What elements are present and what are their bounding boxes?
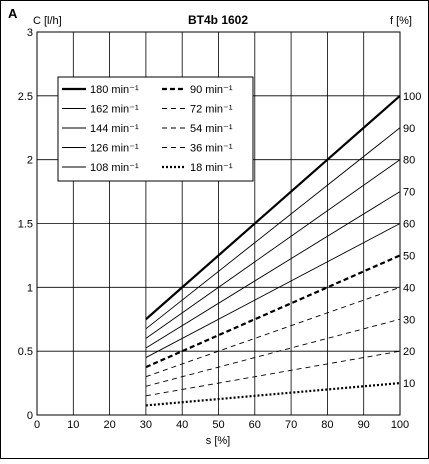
x-tick-label: 40 xyxy=(176,419,188,431)
x-tick-label: 30 xyxy=(140,419,152,431)
x-tick-label: 90 xyxy=(358,419,370,431)
x-tick-label: 0 xyxy=(34,419,40,431)
legend-entry: 126 min⁻¹ xyxy=(90,143,139,155)
series-lines xyxy=(145,95,401,407)
y-tick-label: 0 xyxy=(27,410,33,422)
right-axis-label: f [%] xyxy=(390,15,412,27)
series-line xyxy=(145,127,401,330)
x-axis-label: s [%] xyxy=(206,435,230,447)
series-line xyxy=(145,350,401,397)
right-tick-label: 30 xyxy=(403,314,415,326)
legend-entry: 144 min⁻¹ xyxy=(90,123,139,135)
series-line xyxy=(145,223,401,358)
x-tick-label: 80 xyxy=(321,419,333,431)
plot-area-border xyxy=(36,31,401,416)
y-tick-labels: 0 0.5 1 1.5 2 2.5 3 xyxy=(18,27,33,422)
right-tick-label: 90 xyxy=(403,123,415,135)
y-tick-label: 0.5 xyxy=(18,346,33,358)
right-tick-label: 70 xyxy=(403,187,415,199)
right-tick-labels: 100 90 80 70 60 50 40 30 20 10 xyxy=(403,91,421,390)
legend-entry: 54 min⁻¹ xyxy=(190,123,233,135)
legend-entry: 18 min⁻¹ xyxy=(190,162,233,174)
series-line xyxy=(145,254,401,369)
y-tick-label: 2 xyxy=(27,155,33,167)
series-line xyxy=(145,318,401,387)
legend-entry: 36 min⁻¹ xyxy=(190,143,233,155)
legend-entry: 180 min⁻¹ xyxy=(90,84,139,96)
legend: 180 min⁻¹ 162 min⁻¹ 144 min⁻¹ 126 min⁻¹ 108 … xyxy=(57,76,254,182)
x-tick-label: 70 xyxy=(285,419,297,431)
y-axis-label: C [l/h] xyxy=(33,15,62,27)
legend-box xyxy=(57,76,254,182)
right-tick-label: 100 xyxy=(403,91,421,103)
y-tick-label: 3 xyxy=(27,27,33,39)
x-tick-label: 60 xyxy=(249,419,261,431)
y-tick-label: 2.5 xyxy=(18,91,33,103)
right-tick-label: 50 xyxy=(403,250,415,262)
chart-title: BT4b 1602 xyxy=(188,13,248,27)
legend-entry: 162 min⁻¹ xyxy=(90,104,139,116)
x-tick-label: 10 xyxy=(67,419,79,431)
x-tick-label: 20 xyxy=(103,419,115,431)
y-tick-label: 1 xyxy=(27,282,33,294)
right-tick-label: 60 xyxy=(403,219,415,231)
x-tick-label: 50 xyxy=(212,419,224,431)
series-line xyxy=(145,159,401,339)
right-tick-label: 40 xyxy=(403,282,415,294)
legend-entry: 108 min⁻¹ xyxy=(90,162,139,174)
legend-entry: 90 min⁻¹ xyxy=(190,84,233,96)
series-line xyxy=(145,381,401,407)
series-line xyxy=(145,95,401,321)
right-tick-label: 80 xyxy=(403,155,415,167)
x-tick-label: 100 xyxy=(391,419,409,431)
panel-label: A xyxy=(8,6,18,21)
series-line xyxy=(145,191,401,349)
x-tick-labels: 0 10 20 30 40 50 60 70 80 90 100 xyxy=(34,419,409,431)
right-tick-label: 10 xyxy=(403,378,415,390)
right-tick-label: 20 xyxy=(403,346,415,358)
legend-entry: 72 min⁻¹ xyxy=(190,104,233,116)
y-tick-label: 1.5 xyxy=(18,219,33,231)
